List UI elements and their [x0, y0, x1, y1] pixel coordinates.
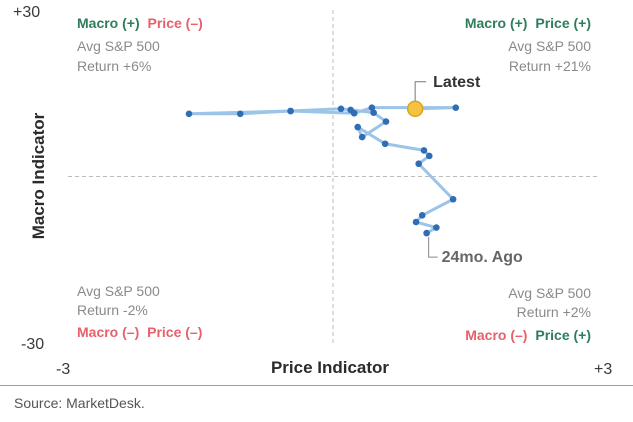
quadrant-top-left-price: Price (–): [148, 15, 203, 31]
data-point: [354, 123, 362, 131]
ago-leader-line: [428, 237, 438, 258]
x-tick-right: +3: [594, 361, 612, 378]
latest-leader-line: [414, 81, 427, 101]
data-point: [358, 133, 366, 141]
quadrant-top-right-price: Price (+): [535, 15, 591, 31]
quadrant-bottom-left-stat-1: Avg S&P 500: [77, 283, 160, 299]
quadrant-bottom-right-title: Macro (–) Price (+): [465, 327, 591, 343]
y-axis-title: Macro Indicator: [29, 112, 48, 239]
source-note: Source: MarketDesk.: [14, 395, 145, 411]
data-point: [418, 212, 426, 219]
quadrant-top-right-title: Macro (+) Price (+): [465, 15, 591, 31]
data-point: [185, 110, 193, 118]
footer-rule: [0, 385, 633, 386]
path-line: [187, 106, 458, 235]
x-axis-title: Price Indicator: [271, 358, 389, 377]
data-point: [350, 109, 358, 117]
data-point: [415, 160, 422, 168]
data-point: [449, 195, 457, 203]
data-point: [368, 104, 376, 111]
quadrant-bottom-left-title: Macro (–) Price (–): [77, 324, 202, 340]
quadrant-bottom-left-price: Price (–): [147, 324, 202, 340]
data-point: [337, 105, 345, 113]
latest-point: [406, 100, 424, 118]
data-point: [423, 229, 430, 237]
quadrant-top-left-stat-2: Return +6%: [77, 58, 151, 74]
quadrant-top-right-macro: Macro (+): [465, 15, 528, 31]
data-point: [370, 109, 377, 116]
quadrant-bottom-right-stat-2: Return +2%: [517, 304, 591, 320]
quadrant-bottom-right-stat-1: Avg S&P 500: [508, 285, 591, 301]
data-point: [412, 218, 420, 226]
data-point: [382, 118, 390, 125]
data-point: [452, 104, 460, 111]
data-point: [287, 107, 294, 115]
quadrant-bottom-left-macro: Macro (–): [77, 324, 139, 340]
data-point: [425, 152, 433, 160]
quadrant-top-left-title: Macro (+) Price (–): [77, 15, 203, 31]
quadrant-top-left-macro: Macro (+): [77, 15, 140, 31]
quadrant-top-right-stat-2: Return +21%: [509, 58, 591, 74]
data-point: [381, 140, 389, 148]
data-point: [433, 224, 440, 231]
latest-label: Latest: [433, 74, 481, 91]
quadrant-bottom-right-price: Price (+): [535, 327, 591, 343]
data-point: [420, 147, 428, 154]
y-tick-bottom: -30: [21, 336, 44, 353]
ago-label: 24mo. Ago: [442, 249, 523, 266]
y-tick-top: +30: [13, 4, 40, 21]
quadrant-top-right-stat-1: Avg S&P 500: [508, 38, 591, 54]
path-marks: [185, 100, 460, 237]
x-tick-left: -3: [56, 361, 70, 378]
quadrant-top-left-stat-1: Avg S&P 500: [77, 38, 160, 54]
quadrant-chart: +30 -30 -3 +3 Price Indicator Macro Indi…: [13, 4, 612, 378]
quadrant-bottom-right-macro: Macro (–): [465, 327, 527, 343]
quadrant-bottom-left-stat-2: Return -2%: [77, 302, 148, 318]
data-point: [236, 110, 244, 118]
